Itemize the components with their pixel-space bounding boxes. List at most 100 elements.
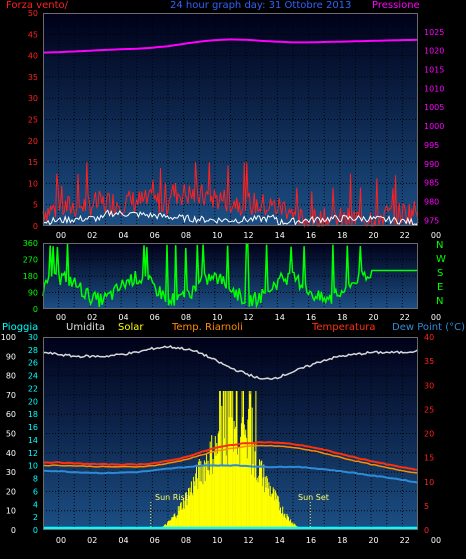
rain-axis-tick: 30 <box>28 333 38 342</box>
p3-xtick: 02 <box>87 536 97 545</box>
p2-xtick: 16 <box>306 313 316 322</box>
pressure-axis-tick: 995 <box>424 141 439 150</box>
wind-axis-tick: 0 <box>33 222 38 231</box>
temperature-axis-tick: 5 <box>424 502 429 511</box>
p1-xtick: 02 <box>87 231 97 240</box>
p1-xtick: 18 <box>337 231 347 240</box>
temperature-axis-tick: 15 <box>424 454 434 463</box>
temperature-axis-tick: 35 <box>424 357 434 366</box>
legend-pioggia: Pioggia <box>2 322 39 333</box>
humidity-axis-tick: 40 <box>6 449 16 458</box>
rain-axis-tick: 20 <box>28 397 38 406</box>
p1-xtick: 22 <box>400 231 410 240</box>
p3-xtick: 06 <box>150 536 160 545</box>
humidity-axis-tick: 20 <box>6 487 16 496</box>
sun-set-label: Sun Set <box>298 493 329 502</box>
p1-xtick: 20 <box>368 231 378 240</box>
humidity-axis-tick: 60 <box>6 410 16 419</box>
pressure-axis-tick: 980 <box>424 197 439 206</box>
compass-w: W <box>436 254 446 265</box>
rain-axis-tick: 8 <box>33 475 38 484</box>
temperature-axis-tick: 10 <box>424 478 434 487</box>
pressure-axis-tick: 985 <box>424 179 439 188</box>
pressure-title: Pressione <box>372 0 420 11</box>
wind-title: Forza vento/ <box>6 0 68 11</box>
p2-xtick: 04 <box>118 313 128 322</box>
rain-axis-tick: 12 <box>28 449 38 458</box>
rain-axis-tick: 6 <box>33 487 38 496</box>
humidity-axis-tick: 30 <box>6 468 16 477</box>
temp-riarnoli-line <box>42 444 419 474</box>
wind-axis-tick: 25 <box>28 116 38 125</box>
temperature-axis-tick: 20 <box>424 430 434 439</box>
pressure-axis-tick: 1020 <box>424 47 444 56</box>
rain-axis-tick: 18 <box>28 410 38 419</box>
rain-axis-tick: 0 <box>33 526 38 535</box>
pressure-axis-tick: 1000 <box>424 122 444 131</box>
wind-axis-tick: 5 <box>33 201 38 210</box>
p3-xtick: 04 <box>118 536 128 545</box>
panel-wind-pressure-frame <box>43 13 418 226</box>
temperature-axis-tick: 25 <box>424 405 434 414</box>
legend-temp-riarnoli: Temp. Riarnoli <box>172 322 243 333</box>
pressure-axis-tick: 1005 <box>424 103 444 112</box>
compass-s: S <box>437 268 444 279</box>
rain-axis-tick: 14 <box>28 436 38 445</box>
wind-speed-line <box>42 209 419 226</box>
p3-xtick: 10 <box>212 536 222 545</box>
wind-axis-tick: 20 <box>28 137 38 146</box>
p3-xtick: 08 <box>181 536 191 545</box>
p2-xtick: 02 <box>87 313 97 322</box>
temperature-axis-tick: 0 <box>424 526 429 535</box>
direction-axis-tick: 270 <box>23 256 38 265</box>
p2-xtick: 06 <box>150 313 160 322</box>
p2-xtick: 20 <box>368 313 378 322</box>
p1-xtick: 04 <box>118 231 128 240</box>
p1-xtick: 08 <box>181 231 191 240</box>
panel-temperature-frame <box>43 337 418 530</box>
p2-xtick: 22 <box>400 313 410 322</box>
p3-xtick: 00 <box>56 536 66 545</box>
p1-xtick: 10 <box>212 231 222 240</box>
humidity-axis-tick: 70 <box>6 391 16 400</box>
humidity-axis-tick: 50 <box>6 430 16 439</box>
p1-xtick: 06 <box>150 231 160 240</box>
compass-n-top: N <box>436 240 444 251</box>
date-title: 24 hour graph day: 31 Ottobre 2013 <box>170 0 352 11</box>
p2-xtick: 00 <box>431 313 441 322</box>
humidity-axis-tick: 90 <box>6 352 16 361</box>
p3-xtick: 16 <box>306 536 316 545</box>
rain-axis-tick: 22 <box>28 384 38 393</box>
pressure-axis-tick: 990 <box>424 160 439 169</box>
direction-axis-tick: 360 <box>23 239 38 248</box>
p2-xtick: 18 <box>337 313 347 322</box>
humidity-axis-tick: 100 <box>1 333 16 342</box>
wind-axis-tick: 40 <box>28 52 38 61</box>
p3-xtick: 00 <box>431 536 441 545</box>
humidity-line <box>42 345 419 380</box>
humidity-axis-tick: 10 <box>6 507 16 516</box>
wind-gust-line <box>42 162 419 228</box>
direction-axis-tick: 0 <box>33 305 38 314</box>
p2-xtick: 12 <box>243 313 253 322</box>
direction-axis-tick: 180 <box>23 272 38 281</box>
p1-xtick: 16 <box>306 231 316 240</box>
temperature-axis-tick: 30 <box>424 381 434 390</box>
rain-axis-tick: 24 <box>28 372 38 381</box>
humidity-axis-tick: 0 <box>11 526 16 535</box>
p2-xtick: 14 <box>275 313 285 322</box>
wind-axis-tick: 30 <box>28 94 38 103</box>
legend-umidita: Umidita <box>66 322 106 333</box>
rain-axis-tick: 2 <box>33 513 38 522</box>
pressure-axis-tick: 1025 <box>424 28 444 37</box>
pressure-axis-tick: 1010 <box>424 84 444 93</box>
p1-xtick: 12 <box>243 231 253 240</box>
direction-axis-tick: 90 <box>28 289 38 298</box>
p2-xtick: 10 <box>212 313 222 322</box>
p1-xtick: 14 <box>275 231 285 240</box>
legend-temperatura: Temperatura <box>312 322 376 333</box>
p3-xtick: 22 <box>400 536 410 545</box>
p1-xtick: 00 <box>56 231 66 240</box>
dew-point-line <box>42 464 419 484</box>
panel-wind-direction-frame <box>43 243 418 309</box>
